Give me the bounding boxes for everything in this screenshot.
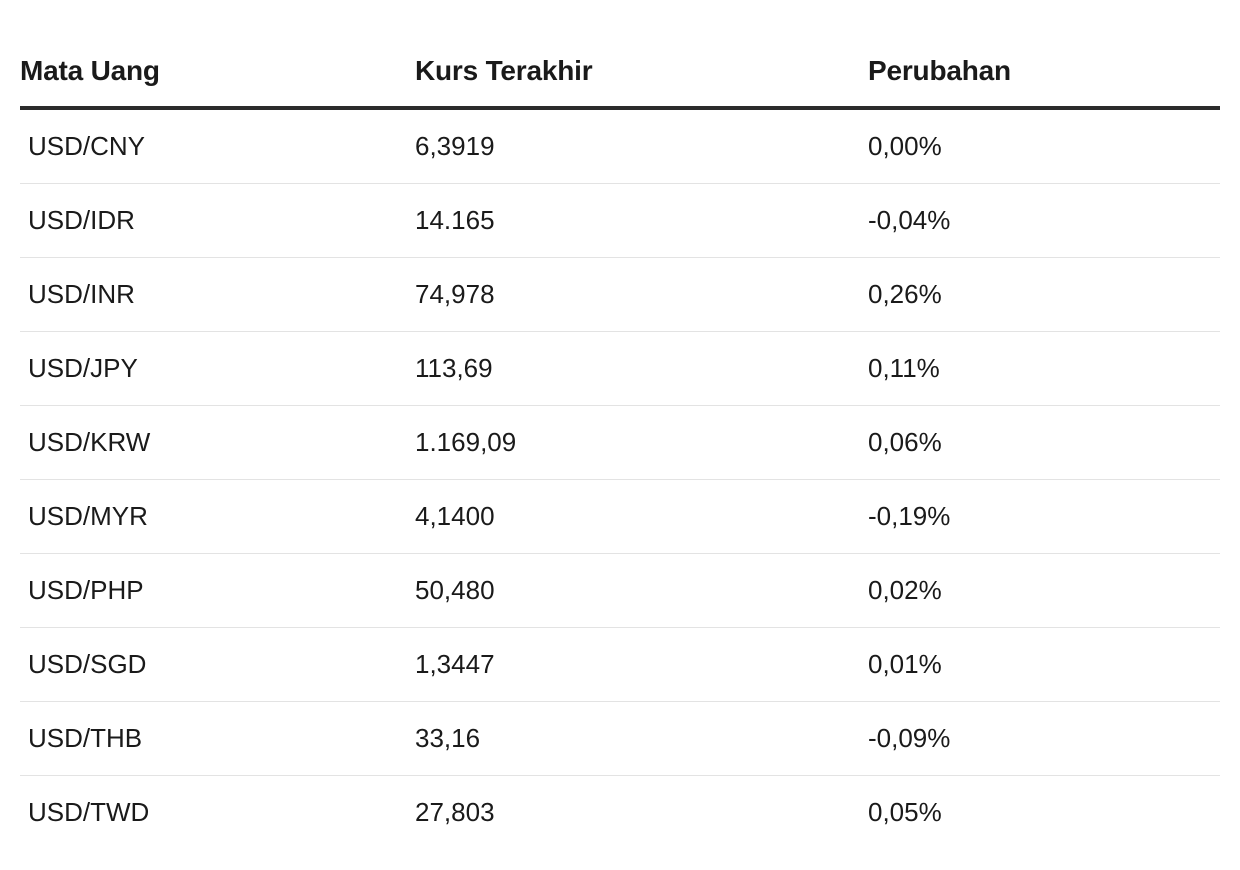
currency-pair-cell: USD/INR <box>20 257 415 332</box>
change-cell: 0,01% <box>868 627 1220 702</box>
header-row: Mata Uang Kurs Terakhir Perubahan <box>20 36 1220 110</box>
rate-cell: 1,3447 <box>415 627 868 702</box>
change-cell: -0,19% <box>868 479 1220 554</box>
change-cell: -0,04% <box>868 183 1220 258</box>
currency-pair-cell: USD/IDR <box>20 183 415 258</box>
currency-pair-cell: USD/THB <box>20 701 415 776</box>
table-row: USD/THB 33,16 -0,09% <box>20 701 1220 776</box>
change-cell: 0,02% <box>868 553 1220 628</box>
table-row: USD/SGD 1,3447 0,01% <box>20 627 1220 702</box>
currency-pair-cell: USD/CNY <box>20 108 415 184</box>
table-row: USD/CNY 6,3919 0,00% <box>20 108 1220 184</box>
header-change: Perubahan <box>868 36 1220 110</box>
rate-cell: 74,978 <box>415 257 868 332</box>
table-header: Mata Uang Kurs Terakhir Perubahan <box>20 36 1220 110</box>
table-row: USD/KRW 1.169,09 0,06% <box>20 405 1220 480</box>
table-row: USD/IDR 14.165 -0,04% <box>20 183 1220 258</box>
currency-pair-cell: USD/TWD <box>28 797 150 827</box>
table-row: USD/JPY 113,69 0,11% <box>20 331 1220 406</box>
change-cell: 0,26% <box>868 257 1220 332</box>
rate-cell: 113,69 <box>415 331 868 406</box>
change-cell: -0,09% <box>868 701 1220 776</box>
currency-pair-cell: USD/PHP <box>20 553 415 628</box>
rate-cell: 4,1400 <box>415 479 868 554</box>
table-row: USD/TWD 27,803 0,05% <box>20 776 1220 850</box>
exchange-rate-table-container: Mata Uang Kurs Terakhir Perubahan USD/CN… <box>20 36 1220 849</box>
change-cell: 0,06% <box>868 405 1220 480</box>
currency-pair-cell: USD/JPY <box>20 331 415 406</box>
table-row: USD/INR 74,978 0,26% <box>20 257 1220 332</box>
rate-cell: 1.169,09 <box>415 405 868 480</box>
currency-pair-cell: USD/KRW <box>20 405 415 480</box>
exchange-rate-table: Mata Uang Kurs Terakhir Perubahan USD/CN… <box>20 36 1220 849</box>
rate-cell: 33,16 <box>415 701 868 776</box>
change-cell: 0,00% <box>868 108 1220 184</box>
table-body: USD/CNY 6,3919 0,00% USD/IDR 14.165 -0,0… <box>20 108 1220 849</box>
currency-pair-cell: USD/SGD <box>20 627 415 702</box>
change-cell: 0,11% <box>868 331 1220 406</box>
rate-cell: 14.165 <box>415 183 868 258</box>
change-cell: 0,05% <box>868 797 942 827</box>
header-currency: Mata Uang <box>20 36 415 110</box>
rate-cell: 27,803 <box>415 797 495 827</box>
currency-pair-cell: USD/MYR <box>20 479 415 554</box>
rate-cell: 50,480 <box>415 553 868 628</box>
header-rate: Kurs Terakhir <box>415 36 868 110</box>
table-row: USD/PHP 50,480 0,02% <box>20 553 1220 628</box>
rate-cell: 6,3919 <box>415 108 868 184</box>
table-row: USD/MYR 4,1400 -0,19% <box>20 479 1220 554</box>
